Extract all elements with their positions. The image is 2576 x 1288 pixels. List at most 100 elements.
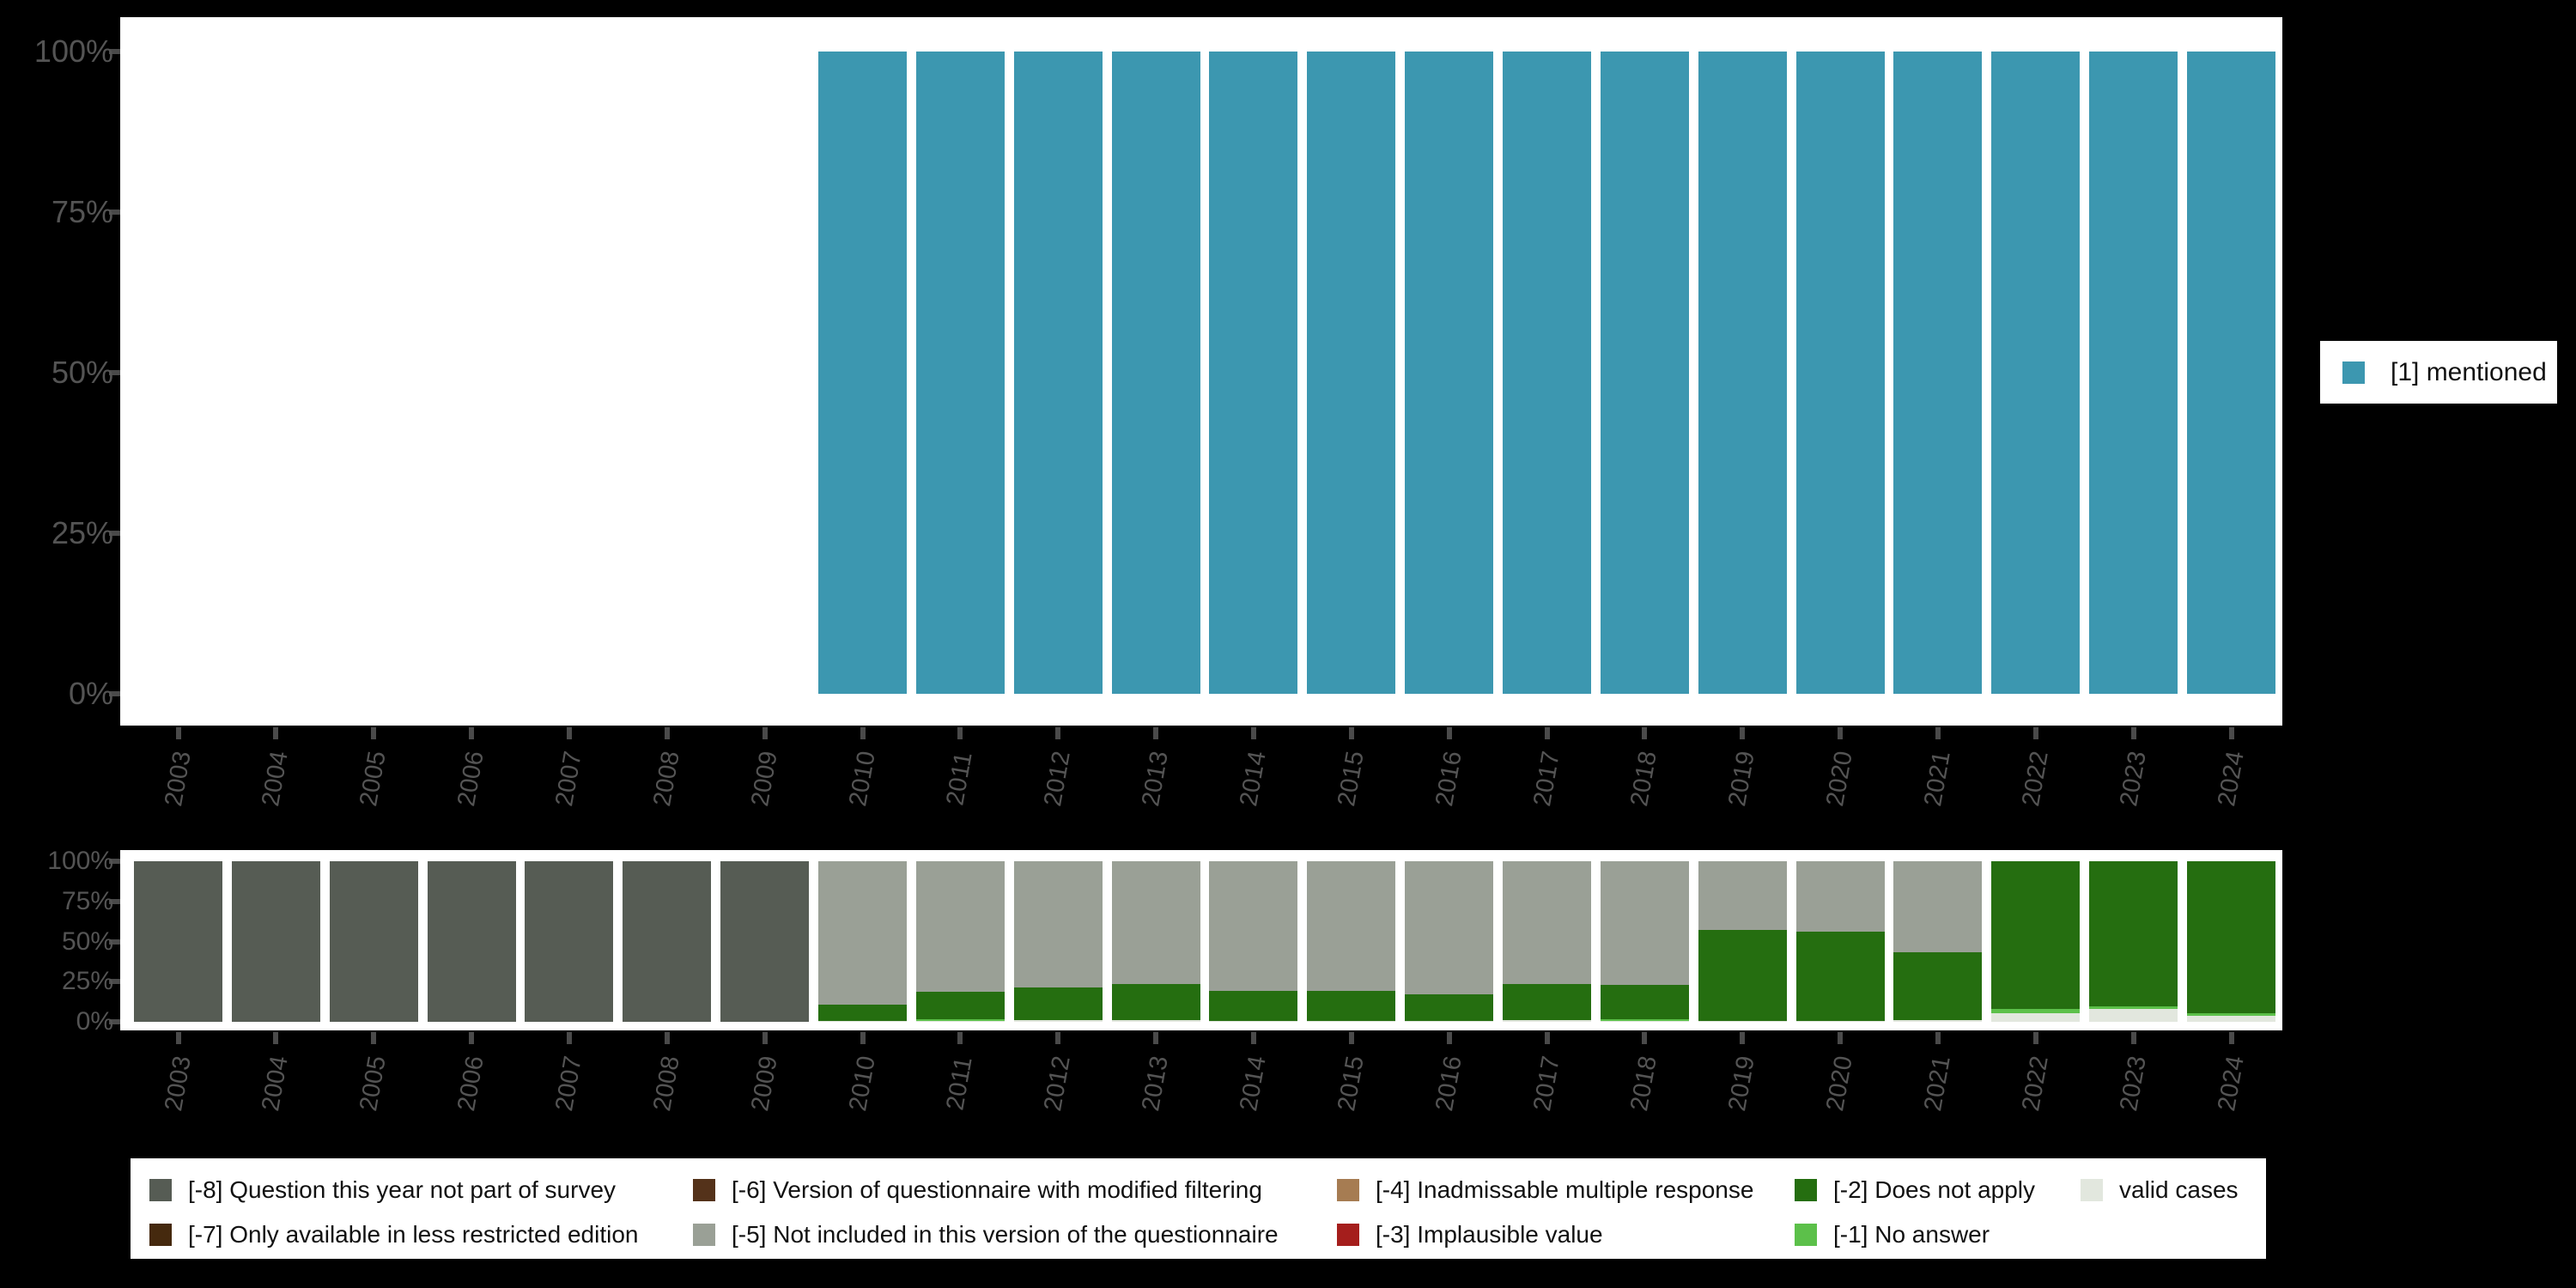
- legend-swatch: [1795, 1224, 1817, 1246]
- bar-segment: [1991, 861, 2081, 1010]
- missing-values-legend: [-8] Question this year not part of surv…: [131, 1158, 2266, 1259]
- x-tick-label: 2010: [843, 1054, 881, 1114]
- bar-segment: [1013, 861, 1103, 987]
- bar-segment: [2187, 52, 2275, 694]
- x-tick-label: 2009: [745, 1054, 783, 1114]
- x-tick-label: 2018: [1625, 1054, 1663, 1114]
- x-tick: [1446, 1032, 1452, 1044]
- bar-segment: [1209, 861, 1298, 991]
- x-tick-label: 2007: [550, 749, 587, 809]
- x-tick: [1740, 727, 1746, 739]
- bar-segment: [1503, 861, 1591, 985]
- y-tick: [109, 859, 120, 864]
- legend-swatch: [693, 1179, 715, 1201]
- bar-segment: [1991, 52, 2081, 694]
- x-tick: [1348, 727, 1354, 739]
- x-tick-label: 2008: [647, 749, 685, 809]
- bar-segment: [1111, 52, 1200, 694]
- bar-segment: [623, 861, 712, 1022]
- y-tick-label: 0%: [76, 1007, 113, 1036]
- y-tick: [109, 898, 120, 904]
- legend-label: valid cases: [2119, 1176, 2239, 1203]
- legend-item: [-4] Inadmissable multiple response: [1337, 1176, 1753, 1204]
- x-tick-label: 2022: [2016, 1054, 2054, 1114]
- legend-label: [-3] Implausible value: [1376, 1221, 1603, 1248]
- bar-segment: [1795, 52, 1885, 694]
- x-tick-label: 2011: [941, 750, 979, 808]
- x-tick-label: 2013: [1137, 1054, 1174, 1114]
- bar-segment: [2187, 1015, 2275, 1022]
- bar-segment: [1600, 1020, 1689, 1022]
- legend-label: [-1] No answer: [1833, 1221, 1990, 1248]
- bar-segment: [1503, 1020, 1591, 1022]
- x-tick: [1055, 727, 1061, 739]
- x-tick: [371, 1032, 377, 1044]
- bar-segment: [1991, 1009, 2081, 1013]
- x-tick-label: 2012: [1039, 749, 1077, 809]
- x-tick: [1935, 727, 1941, 739]
- x-tick-label: 2012: [1039, 1054, 1077, 1114]
- bar-segment: [818, 861, 907, 1005]
- bar-segment: [1111, 861, 1200, 985]
- y-tick-label: 75%: [51, 194, 113, 229]
- x-tick: [1153, 727, 1159, 739]
- mentioned-legend-label: [1] mentioned: [2391, 357, 2547, 386]
- x-tick-label: 2010: [843, 749, 881, 809]
- x-tick: [957, 1032, 963, 1044]
- legend-swatch: [149, 1179, 172, 1201]
- bar-segment: [1013, 1020, 1103, 1022]
- x-tick-label: 2017: [1528, 749, 1565, 809]
- bar-segment: [427, 861, 516, 1022]
- x-tick: [762, 727, 768, 739]
- legend-item: [-5] Not included in this version of the…: [693, 1221, 1279, 1249]
- bar-segment: [1893, 861, 1983, 952]
- x-tick: [1740, 1032, 1746, 1044]
- x-tick: [2032, 727, 2038, 739]
- bar-segment: [1503, 984, 1591, 1021]
- x-tick: [469, 727, 475, 739]
- bar-segment: [1893, 52, 1983, 694]
- x-tick: [2228, 1032, 2234, 1044]
- x-tick: [1838, 1032, 1844, 1044]
- bar-segment: [1698, 52, 1787, 694]
- x-tick-label: 2021: [1919, 749, 1956, 809]
- x-tick: [2130, 727, 2136, 739]
- x-tick: [1544, 1032, 1550, 1044]
- y-tick: [109, 531, 120, 536]
- legend-swatch: [1337, 1179, 1359, 1201]
- x-tick-label: 2005: [355, 749, 392, 809]
- x-tick: [1642, 1032, 1648, 1044]
- bar-segment: [1698, 861, 1787, 931]
- bar-segment: [1795, 1021, 1885, 1022]
- x-tick: [273, 727, 279, 739]
- x-tick: [273, 1032, 279, 1044]
- x-tick: [469, 1032, 475, 1044]
- bar-segment: [1600, 861, 1689, 985]
- bar-segment: [818, 1021, 907, 1022]
- x-tick-label: 2015: [1332, 749, 1370, 809]
- bar-segment: [2187, 861, 2275, 1013]
- x-tick-label: 2009: [745, 749, 783, 809]
- x-tick-label: 2014: [1235, 1054, 1272, 1114]
- x-tick: [957, 727, 963, 739]
- x-tick: [1153, 1032, 1159, 1044]
- x-tick: [762, 1032, 768, 1044]
- x-tick-label: 2004: [257, 749, 295, 809]
- bar-segment: [1503, 52, 1591, 694]
- x-tick: [1935, 1032, 1941, 1044]
- x-tick-label: 2017: [1528, 1054, 1565, 1114]
- y-tick-label: 0%: [68, 676, 113, 711]
- x-tick: [1348, 1032, 1354, 1044]
- y-tick-label: 100%: [47, 847, 113, 875]
- mentioned-legend-swatch: [2342, 361, 2365, 384]
- x-tick: [664, 1032, 670, 1044]
- legend-swatch: [1795, 1179, 1817, 1201]
- x-tick: [566, 1032, 572, 1044]
- x-tick: [2032, 1032, 2038, 1044]
- y-tick: [109, 1019, 120, 1024]
- legend-item: [-6] Version of questionnaire with modif…: [693, 1176, 1262, 1204]
- bar-segment: [915, 52, 1005, 694]
- x-tick: [2228, 727, 2234, 739]
- bar-segment: [134, 861, 222, 1022]
